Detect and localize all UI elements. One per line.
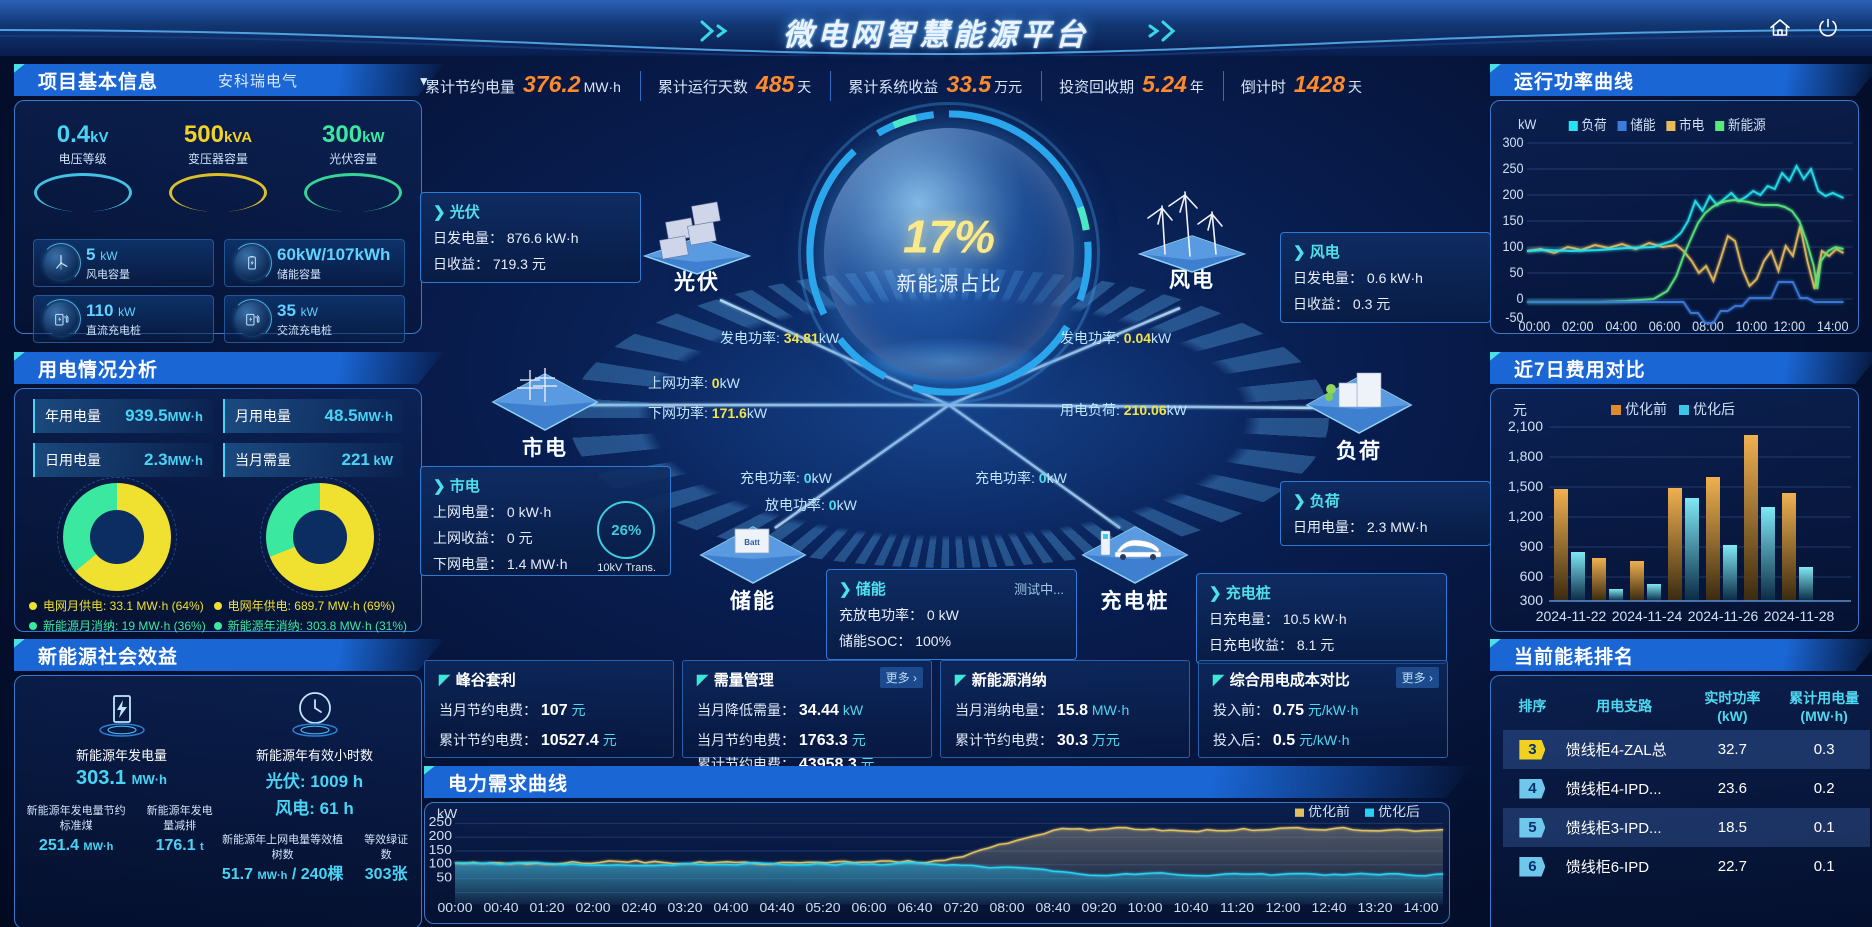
svg-text:2,100: 2,100 xyxy=(1508,418,1543,434)
svg-text:0: 0 xyxy=(1517,290,1524,306)
svg-text:储能: 储能 xyxy=(1630,117,1655,133)
svg-text:市电: 市电 xyxy=(1679,116,1704,133)
svg-text:00:00: 00:00 xyxy=(1519,318,1551,333)
svg-text:100: 100 xyxy=(429,856,452,870)
svg-text:2024-11-22: 2024-11-22 xyxy=(1536,608,1607,624)
svg-text:1,500: 1,500 xyxy=(1508,478,1543,494)
svg-text:04:00: 04:00 xyxy=(1605,318,1637,333)
svg-text:150: 150 xyxy=(429,842,452,856)
svg-text:06:00: 06:00 xyxy=(1649,318,1681,333)
svg-text:900: 900 xyxy=(1520,538,1544,554)
svg-text:02:00: 02:00 xyxy=(1562,318,1594,333)
svg-text:300: 300 xyxy=(1520,592,1544,608)
svg-text:优化后: 优化后 xyxy=(1693,401,1735,417)
svg-text:1,800: 1,800 xyxy=(1508,448,1543,464)
svg-text:200: 200 xyxy=(1502,186,1523,202)
svg-text:2024-11-28: 2024-11-28 xyxy=(1764,608,1835,624)
svg-text:100: 100 xyxy=(1502,238,1523,254)
svg-text:元: 元 xyxy=(1513,402,1527,418)
svg-text:50: 50 xyxy=(436,870,452,884)
svg-text:优化前: 优化前 xyxy=(1625,401,1667,417)
svg-text:600: 600 xyxy=(1520,568,1544,584)
svg-text:200: 200 xyxy=(429,828,452,842)
svg-text:250: 250 xyxy=(1502,160,1523,176)
svg-text:负荷: 负荷 xyxy=(1581,117,1606,133)
svg-text:10:00: 10:00 xyxy=(1736,318,1768,333)
svg-text:kW: kW xyxy=(1518,116,1537,132)
svg-text:12:00: 12:00 xyxy=(1773,318,1805,333)
svg-text:优化后: 优化后 xyxy=(1378,804,1420,818)
svg-text:Batt: Batt xyxy=(744,538,760,547)
svg-text:2024-11-26: 2024-11-26 xyxy=(1688,608,1759,624)
svg-text:150: 150 xyxy=(1502,212,1523,228)
svg-text:08:00: 08:00 xyxy=(1692,318,1724,333)
svg-text:300: 300 xyxy=(1502,134,1523,150)
svg-text:新能源: 新能源 xyxy=(1728,117,1766,133)
svg-text:14:00: 14:00 xyxy=(1817,318,1849,333)
svg-text:1,200: 1,200 xyxy=(1508,508,1543,524)
svg-text:优化前: 优化前 xyxy=(1308,803,1350,818)
svg-text:50: 50 xyxy=(1509,264,1523,280)
svg-text:2024-11-24: 2024-11-24 xyxy=(1612,608,1683,624)
svg-text:250: 250 xyxy=(429,815,452,829)
